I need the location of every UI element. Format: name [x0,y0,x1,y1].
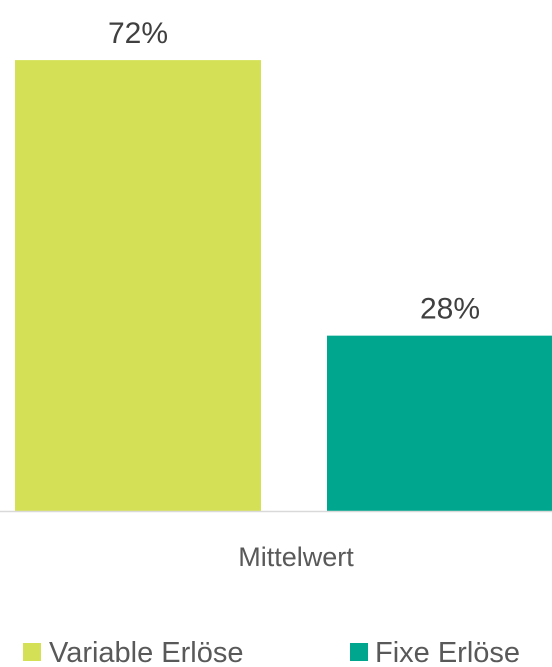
data-label-fixe-erl-se: 28% [420,293,480,326]
bar-fixe-erl-se [327,335,552,511]
legend-label-fixe-erl-se: Fixe Erlöse [375,637,520,667]
data-labels-layer: 72% 28% [108,17,480,326]
legend: Variable Erlöse Fixe Erlöse [23,637,520,667]
bars-layer [15,60,552,511]
legend-swatch-variable-erl-se [23,643,41,661]
legend-label-variable-erl-se: Variable Erlöse [49,637,244,667]
category-label-mittelwert: Mittelwert [238,542,354,572]
legend-swatch-fixe-erl-se [350,643,368,661]
bar-variable-erl-se [15,60,261,511]
data-label-variable-erl-se: 72% [108,17,168,50]
